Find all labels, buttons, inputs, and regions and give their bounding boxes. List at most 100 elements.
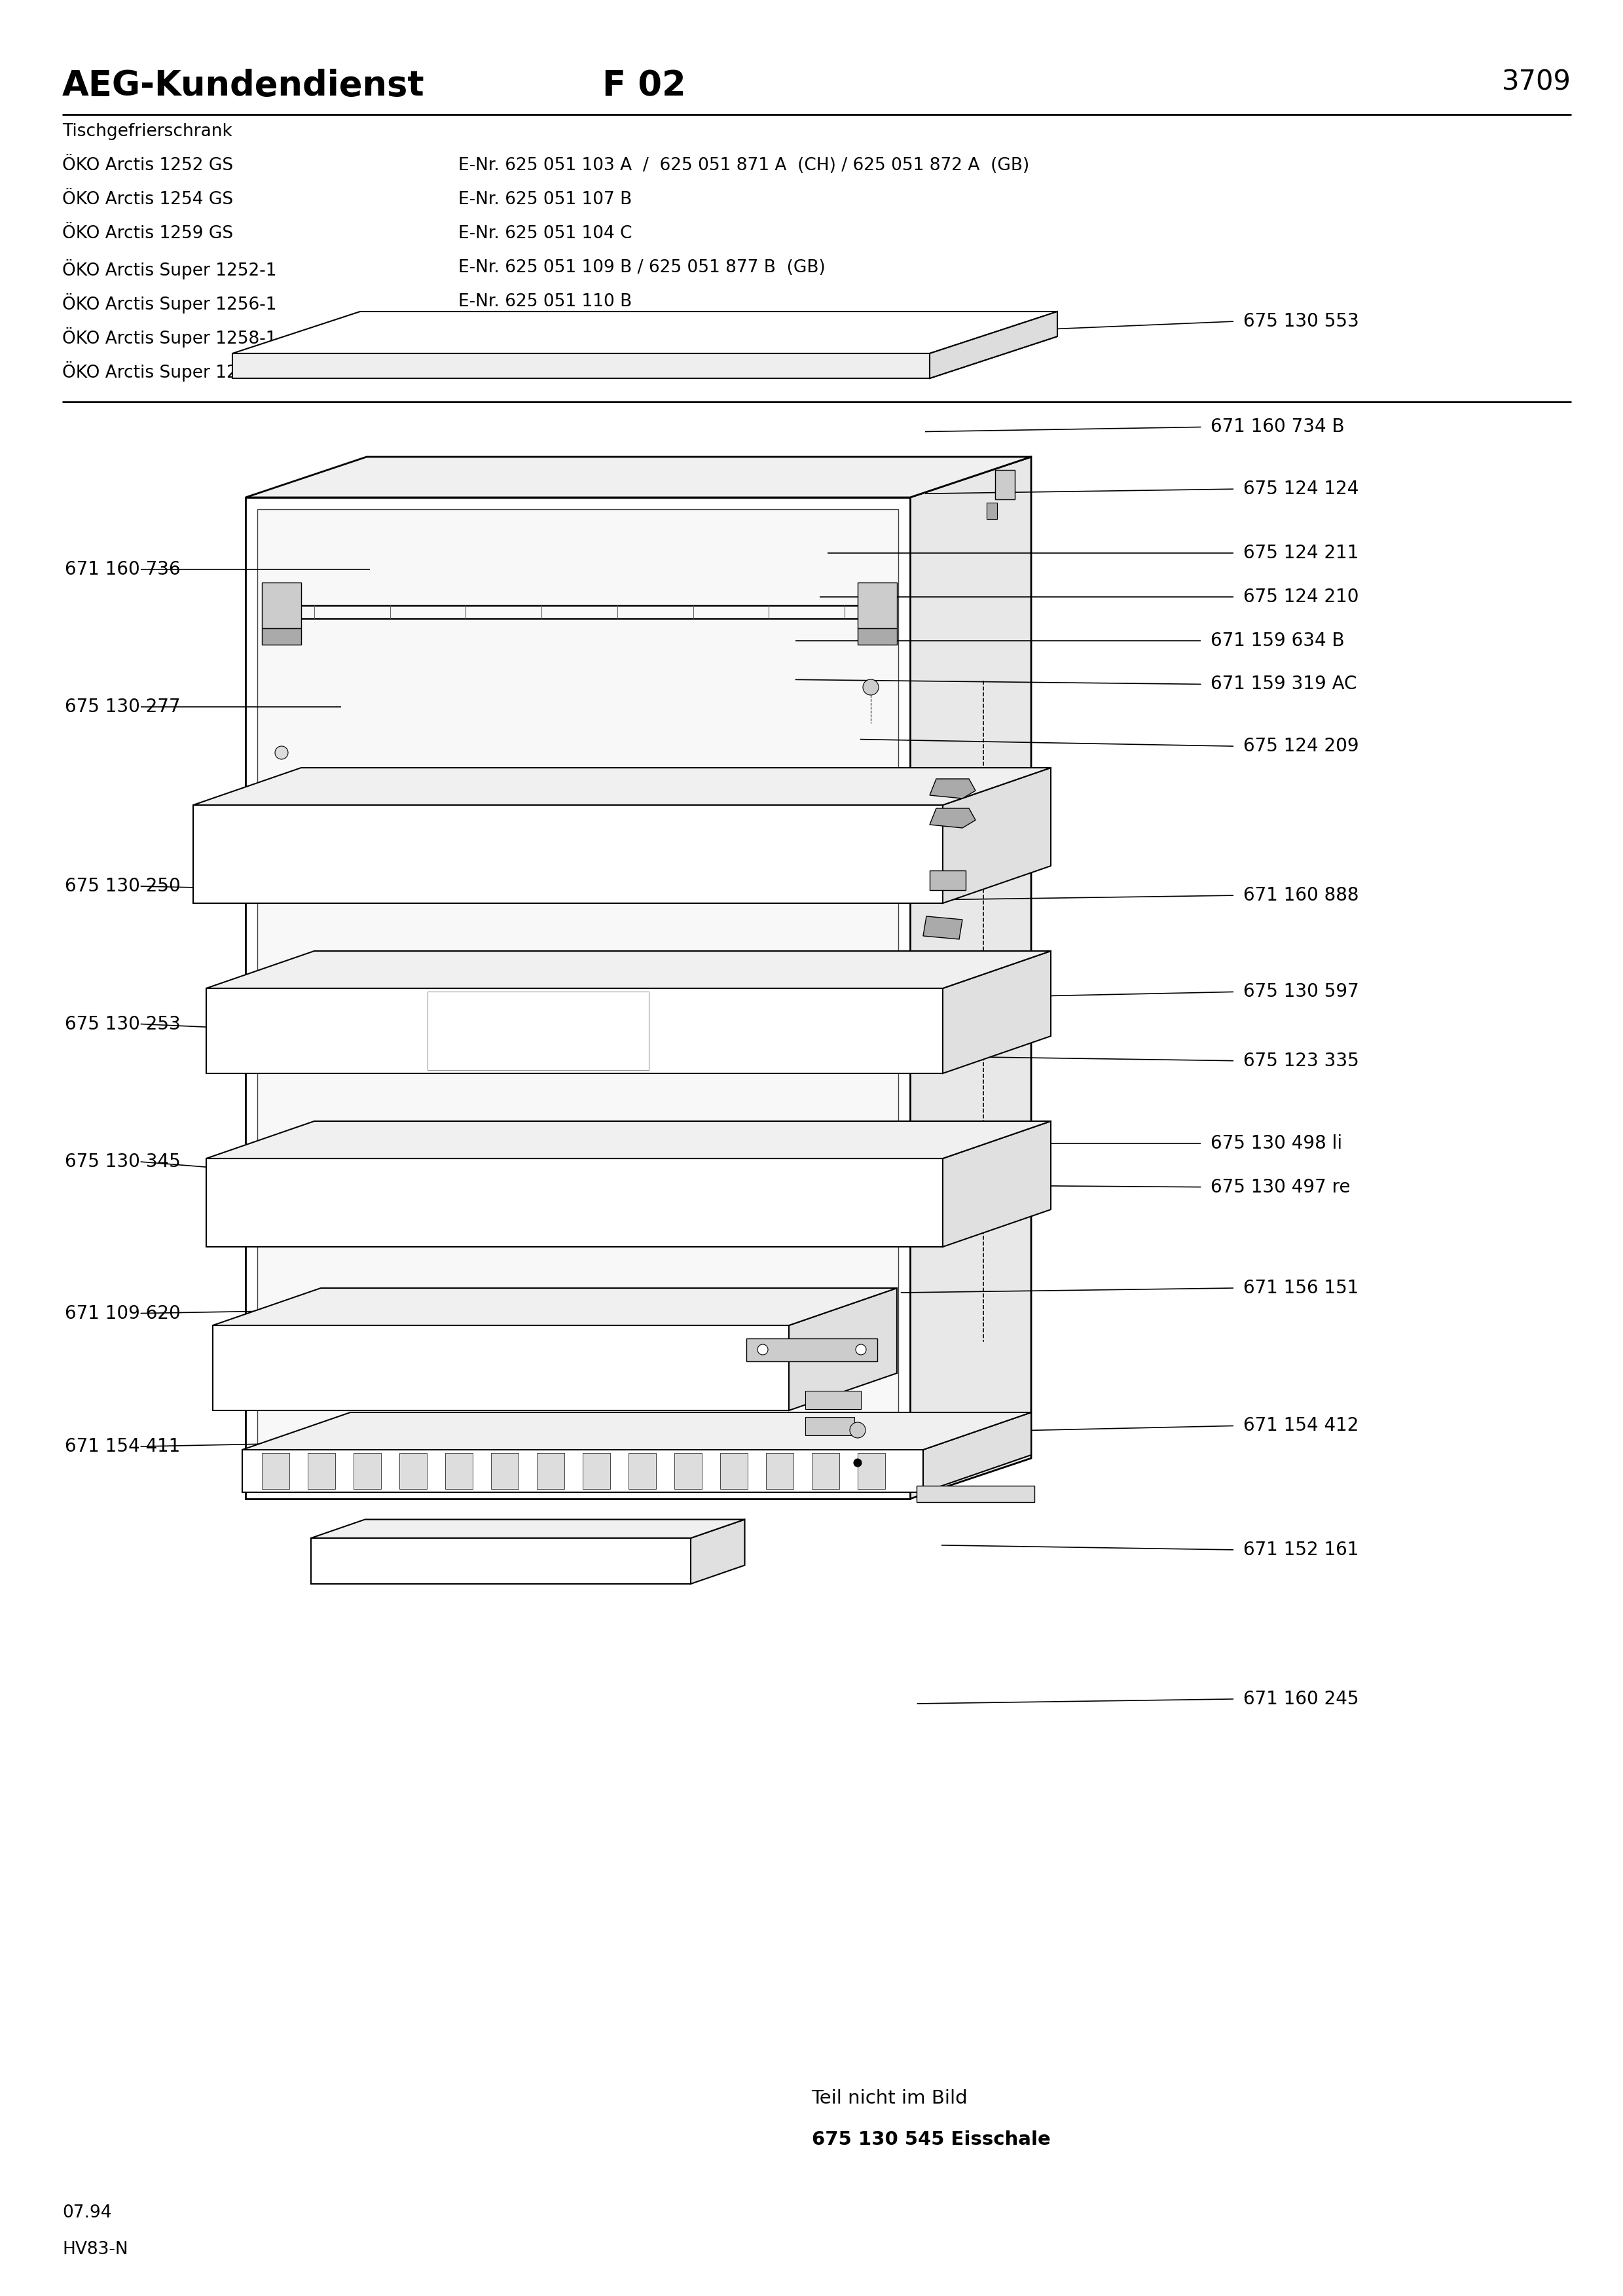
Text: E-Nr. 625 051 112 B: E-Nr. 625 051 112 B bbox=[458, 360, 631, 379]
Bar bbox=[354, 1453, 381, 1490]
Bar bbox=[721, 1453, 748, 1490]
Polygon shape bbox=[213, 1325, 789, 1410]
Polygon shape bbox=[213, 1288, 898, 1325]
Polygon shape bbox=[943, 1120, 1050, 1247]
Circle shape bbox=[854, 1458, 862, 1467]
Text: 07.94: 07.94 bbox=[62, 2204, 112, 2220]
Bar bbox=[308, 1453, 336, 1490]
Text: ÖKO Arctis Super 1252-1: ÖKO Arctis Super 1252-1 bbox=[62, 259, 276, 280]
Circle shape bbox=[863, 680, 878, 696]
Bar bbox=[445, 1453, 472, 1490]
Polygon shape bbox=[805, 1417, 854, 1435]
Text: ÖKO Arctis 1259 GS: ÖKO Arctis 1259 GS bbox=[62, 225, 234, 241]
Text: 671 160 734 B: 671 160 734 B bbox=[1211, 418, 1345, 436]
Text: 671 109 620: 671 109 620 bbox=[65, 1304, 180, 1322]
Polygon shape bbox=[930, 808, 975, 829]
Text: 671 156 151: 671 156 151 bbox=[1243, 1279, 1358, 1297]
Polygon shape bbox=[261, 583, 302, 629]
Polygon shape bbox=[232, 312, 1057, 354]
Text: E-Nr. 625 051 104 C: E-Nr. 625 051 104 C bbox=[458, 225, 631, 241]
Polygon shape bbox=[923, 916, 962, 939]
Circle shape bbox=[274, 746, 287, 760]
Bar bbox=[261, 1453, 289, 1490]
Polygon shape bbox=[258, 510, 898, 1488]
Polygon shape bbox=[805, 1391, 860, 1410]
Bar bbox=[766, 1453, 794, 1490]
Polygon shape bbox=[242, 1412, 1031, 1449]
Text: ÖKO Arctis Super 1256-1: ÖKO Arctis Super 1256-1 bbox=[62, 294, 276, 315]
Text: 675 130 545 Eisschale: 675 130 545 Eisschale bbox=[812, 2131, 1050, 2149]
Polygon shape bbox=[930, 778, 975, 799]
Bar bbox=[674, 1453, 701, 1490]
Polygon shape bbox=[193, 806, 943, 902]
Polygon shape bbox=[747, 1339, 878, 1362]
Text: 675 124 211: 675 124 211 bbox=[1243, 544, 1358, 563]
Polygon shape bbox=[206, 987, 943, 1075]
Polygon shape bbox=[312, 1520, 745, 1538]
Polygon shape bbox=[206, 951, 1050, 987]
Polygon shape bbox=[232, 354, 930, 379]
Text: E-Nr. 625 051 103 A  /  625 051 871 A  (CH) / 625 051 872 A  (GB): E-Nr. 625 051 103 A / 625 051 871 A (CH)… bbox=[458, 156, 1029, 174]
Text: ÖKO Arctis 1254 GS: ÖKO Arctis 1254 GS bbox=[62, 191, 234, 209]
Text: 671 160 888: 671 160 888 bbox=[1243, 886, 1358, 905]
Bar bbox=[812, 1453, 839, 1490]
Polygon shape bbox=[995, 471, 1014, 501]
Polygon shape bbox=[242, 1449, 923, 1492]
Polygon shape bbox=[930, 870, 966, 891]
Text: 671 159 319 AC: 671 159 319 AC bbox=[1211, 675, 1357, 693]
Bar bbox=[857, 1453, 885, 1490]
Text: 675 124 124: 675 124 124 bbox=[1243, 480, 1358, 498]
Polygon shape bbox=[691, 1520, 745, 1584]
Polygon shape bbox=[789, 1288, 898, 1410]
Text: 675 130 277: 675 130 277 bbox=[65, 698, 180, 716]
Text: 675 130 597: 675 130 597 bbox=[1243, 983, 1358, 1001]
Text: 671 154 412: 671 154 412 bbox=[1243, 1417, 1358, 1435]
Polygon shape bbox=[312, 1538, 691, 1584]
Polygon shape bbox=[987, 503, 997, 519]
Text: 671 159 634 B: 671 159 634 B bbox=[1211, 631, 1345, 650]
Text: 675 123 335: 675 123 335 bbox=[1243, 1052, 1358, 1070]
Text: 675 124 210: 675 124 210 bbox=[1243, 588, 1358, 606]
Polygon shape bbox=[930, 312, 1057, 379]
Text: ÖKO Arctis Super 1258-1: ÖKO Arctis Super 1258-1 bbox=[62, 328, 276, 347]
Text: 675 130 553: 675 130 553 bbox=[1243, 312, 1358, 331]
Circle shape bbox=[850, 1421, 865, 1437]
Text: 675 130 498 li: 675 130 498 li bbox=[1211, 1134, 1342, 1153]
Text: E-Nr. 625 051 110 B: E-Nr. 625 051 110 B bbox=[458, 294, 631, 310]
Text: AEG-Kundendienst: AEG-Kundendienst bbox=[62, 69, 425, 103]
Polygon shape bbox=[857, 629, 898, 645]
Bar bbox=[492, 1453, 518, 1490]
Text: 671 160 245: 671 160 245 bbox=[1243, 1690, 1358, 1708]
Circle shape bbox=[758, 1345, 768, 1355]
Bar bbox=[583, 1453, 610, 1490]
Text: 675 130 497 re: 675 130 497 re bbox=[1211, 1178, 1350, 1196]
Polygon shape bbox=[917, 1486, 1034, 1502]
Polygon shape bbox=[261, 629, 302, 645]
Polygon shape bbox=[206, 1159, 943, 1247]
Text: F 02: F 02 bbox=[602, 69, 687, 103]
Text: 671 160 736: 671 160 736 bbox=[65, 560, 180, 579]
Polygon shape bbox=[206, 1120, 1050, 1159]
Polygon shape bbox=[245, 498, 911, 1499]
Polygon shape bbox=[911, 457, 1031, 1499]
Polygon shape bbox=[193, 767, 1050, 806]
Bar bbox=[537, 1453, 565, 1490]
Bar bbox=[628, 1453, 656, 1490]
Text: ÖKO Arctis 1252 GS: ÖKO Arctis 1252 GS bbox=[62, 156, 234, 174]
Text: 675 130 250: 675 130 250 bbox=[65, 877, 180, 895]
Polygon shape bbox=[923, 1412, 1031, 1492]
Polygon shape bbox=[857, 583, 898, 629]
Text: Tischgefrierschrank: Tischgefrierschrank bbox=[62, 124, 232, 140]
Bar bbox=[399, 1453, 427, 1490]
Text: E-Nr. 625 051 109 B / 625 051 877 B  (GB): E-Nr. 625 051 109 B / 625 051 877 B (GB) bbox=[458, 259, 826, 276]
Text: ÖKO Arctis Super 1259-1: ÖKO Arctis Super 1259-1 bbox=[62, 360, 276, 381]
Text: 671 152 161: 671 152 161 bbox=[1243, 1541, 1358, 1559]
Text: HV83-N: HV83-N bbox=[62, 2241, 128, 2257]
Text: 671 154 411: 671 154 411 bbox=[65, 1437, 180, 1456]
Text: 675 130 345: 675 130 345 bbox=[65, 1153, 180, 1171]
Polygon shape bbox=[943, 951, 1050, 1075]
Text: 3709: 3709 bbox=[1501, 69, 1571, 96]
Polygon shape bbox=[245, 457, 1031, 498]
Polygon shape bbox=[943, 767, 1050, 902]
Circle shape bbox=[855, 1345, 867, 1355]
